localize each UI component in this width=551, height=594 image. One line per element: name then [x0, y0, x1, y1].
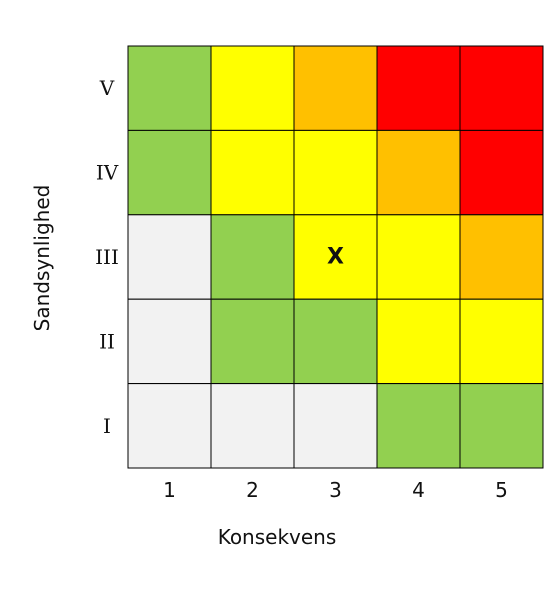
matrix-cell-III-3	[293, 214, 378, 300]
matrix-cell-IV-2	[210, 129, 295, 216]
y-tick-label: V	[99, 76, 115, 100]
matrix-cell-I-5	[459, 383, 544, 469]
matrix-cell-V-1	[127, 45, 212, 131]
matrix-cell-IV-5	[459, 129, 544, 216]
x-tick-labels: 1 2 3 4 5	[163, 478, 508, 502]
x-axis-title: Konsekvens	[218, 525, 337, 549]
y-tick-label: I	[103, 414, 111, 438]
matrix-cell-V-3	[293, 45, 378, 131]
matrix-cell-I-4	[376, 383, 461, 469]
matrix-cell-II-4	[376, 298, 461, 385]
matrix-cells	[127, 45, 544, 469]
matrix-cell-III-4	[376, 214, 461, 300]
y-axis-title: Sandsynlighed	[30, 185, 54, 332]
x-tick-label: 2	[246, 478, 259, 502]
matrix-cell-III-5	[459, 214, 544, 300]
matrix-cell-II-3	[293, 298, 378, 385]
matrix-cell-V-2	[210, 45, 295, 131]
matrix-cell-V-4	[376, 45, 461, 131]
x-tick-label: 1	[163, 478, 176, 502]
matrix-cell-I-1	[127, 383, 212, 469]
matrix-cell-I-2	[210, 383, 295, 469]
matrix-cell-II-2	[210, 298, 295, 385]
matrix-cell-IV-4	[376, 129, 461, 216]
matrix-cell-I-3	[293, 383, 378, 469]
x-tick-label: 3	[329, 478, 342, 502]
matrix-cell-II-5	[459, 298, 544, 385]
matrix-cell-III-1	[127, 214, 212, 300]
matrix-cell-II-1	[127, 298, 212, 385]
matrix-cell-III-2	[210, 214, 295, 300]
x-tick-label: 5	[495, 478, 508, 502]
y-tick-label: III	[95, 245, 119, 269]
matrix-cell-IV-3	[293, 129, 378, 216]
y-tick-label: IV	[96, 161, 119, 185]
risk-marker: X	[327, 245, 344, 270]
matrix-cell-V-5	[459, 45, 544, 131]
y-tick-label: II	[99, 329, 115, 353]
x-tick-label: 4	[412, 478, 425, 502]
matrix-cell-IV-1	[127, 129, 212, 216]
